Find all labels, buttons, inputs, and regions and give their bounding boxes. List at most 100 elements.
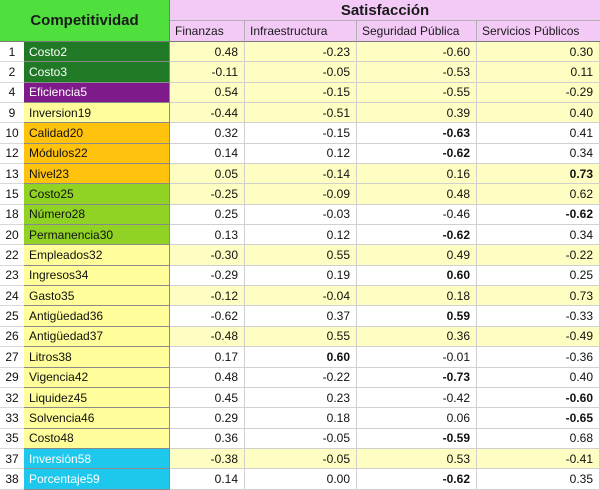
value-cell: 0.11: [477, 62, 600, 83]
table-row: 26 Antigüedad37 -0.48 0.55 0.36 -0.49: [0, 326, 600, 348]
value-cell: -0.11: [170, 62, 245, 83]
value-cell: 0.17: [170, 347, 245, 368]
row-number: 35: [0, 428, 24, 449]
value-cell: 0.23: [245, 387, 357, 409]
value-cell: 0.73: [477, 164, 600, 185]
value-cell: -0.62: [477, 204, 600, 226]
value-cell: -0.42: [357, 387, 477, 409]
row-label: Costo2: [24, 42, 170, 63]
value-cell: 0.45: [170, 387, 245, 409]
row-label: Costo3: [24, 62, 170, 83]
row-label: Antigüedad37: [24, 326, 170, 348]
value-cell: -0.05: [245, 62, 357, 83]
table-body: 1 Costo2 0.48 -0.23 -0.60 0.30 2 Costo3 -0.11 -0.…: [0, 42, 600, 490]
row-number: 20: [0, 225, 24, 246]
value-cell: 0.49: [357, 245, 477, 266]
table-row: 15 Costo25 -0.25 -0.09 0.48 0.62: [0, 184, 600, 205]
value-cell: -0.04: [245, 286, 357, 307]
value-cell: -0.22: [245, 367, 357, 388]
value-cell: -0.49: [477, 326, 600, 348]
value-cell: 0.14: [170, 469, 245, 490]
satisfaccion-header: Satisfacción: [170, 0, 600, 21]
value-cell: 0.59: [357, 306, 477, 327]
row-number: 26: [0, 326, 24, 348]
row-number: 13: [0, 164, 24, 185]
row-number: 27: [0, 347, 24, 368]
column-header-servicios-publicos: Servicios Públicos: [477, 21, 600, 42]
value-cell: 0.36: [357, 326, 477, 348]
value-cell: -0.23: [245, 42, 357, 63]
table-row: 37 Inversión58 -0.38 -0.05 0.53 -0.41: [0, 448, 600, 470]
column-header-infraestructura: Infraestructura: [245, 21, 357, 42]
value-cell: 0.12: [245, 225, 357, 246]
value-cell: 0.25: [477, 265, 600, 287]
value-cell: 0.30: [477, 42, 600, 63]
row-label: Módulos22: [24, 143, 170, 165]
value-cell: -0.63: [357, 123, 477, 144]
table-row: 1 Costo2 0.48 -0.23 -0.60 0.30: [0, 42, 600, 63]
value-cell: 0.13: [170, 225, 245, 246]
value-cell: 0.62: [477, 184, 600, 205]
table-row: 32 Liquidez45 0.45 0.23 -0.42 -0.60: [0, 387, 600, 409]
value-cell: 0.05: [170, 164, 245, 185]
row-number: 29: [0, 367, 24, 388]
value-cell: -0.12: [170, 286, 245, 307]
value-cell: 0.68: [477, 428, 600, 449]
value-cell: -0.46: [357, 204, 477, 226]
value-cell: 0.41: [477, 123, 600, 144]
value-cell: 0.34: [477, 143, 600, 165]
value-cell: 0.19: [245, 265, 357, 287]
table-row: 2 Costo3 -0.11 -0.05 -0.53 0.11: [0, 62, 600, 83]
value-cell: -0.60: [357, 42, 477, 63]
value-cell: -0.38: [170, 448, 245, 470]
value-cell: -0.55: [357, 82, 477, 104]
competitividad-header: Competitividad: [0, 0, 170, 42]
table-row: 27 Litros38 0.17 0.60 -0.01 -0.36: [0, 347, 600, 368]
value-cell: 0.53: [357, 448, 477, 470]
value-cell: -0.48: [170, 326, 245, 348]
row-label: Costo48: [24, 428, 170, 449]
row-number: 37: [0, 448, 24, 470]
table-row: 25 Antigüedad36 -0.62 0.37 0.59 -0.33: [0, 306, 600, 327]
row-label: Vigencia42: [24, 367, 170, 388]
value-cell: 0.48: [170, 42, 245, 63]
value-cell: -0.41: [477, 448, 600, 470]
row-number: 38: [0, 469, 24, 490]
value-cell: -0.36: [477, 347, 600, 368]
value-cell: -0.15: [245, 123, 357, 144]
value-cell: -0.22: [477, 245, 600, 266]
value-cell: -0.62: [170, 306, 245, 327]
value-cell: 0.48: [357, 184, 477, 205]
value-cell: -0.62: [357, 469, 477, 490]
table-row: 23 Ingresos34 -0.29 0.19 0.60 0.25: [0, 265, 600, 287]
table-row: 9 Inversion19 -0.44 -0.51 0.39 0.40: [0, 103, 600, 124]
value-cell: 0.73: [477, 286, 600, 307]
value-cell: 0.00: [245, 469, 357, 490]
value-cell: 0.14: [170, 143, 245, 165]
row-label: Inversion19: [24, 103, 170, 124]
row-label: Litros38: [24, 347, 170, 368]
value-cell: 0.60: [245, 347, 357, 368]
row-number: 15: [0, 184, 24, 205]
value-cell: 0.35: [477, 469, 600, 490]
value-cell: 0.37: [245, 306, 357, 327]
row-label: Solvencia46: [24, 408, 170, 429]
table-row: 33 Solvencia46 0.29 0.18 0.06 -0.65: [0, 408, 600, 429]
row-label: Costo25: [24, 184, 170, 205]
value-cell: -0.14: [245, 164, 357, 185]
row-label: Ingresos34: [24, 265, 170, 287]
row-number: 32: [0, 387, 24, 409]
row-number: 33: [0, 408, 24, 429]
row-number: 2: [0, 62, 24, 83]
value-cell: 0.32: [170, 123, 245, 144]
row-number: 22: [0, 245, 24, 266]
value-cell: -0.09: [245, 184, 357, 205]
value-cell: -0.44: [170, 103, 245, 124]
row-label: Porcentaje59: [24, 469, 170, 490]
table-row: 29 Vigencia42 0.48 -0.22 -0.73 0.40: [0, 367, 600, 388]
table-row: 12 Módulos22 0.14 0.12 -0.62 0.34: [0, 143, 600, 165]
row-label: Liquidez45: [24, 387, 170, 409]
table-row: 35 Costo48 0.36 -0.05 -0.59 0.68: [0, 428, 600, 449]
row-label: Empleados32: [24, 245, 170, 266]
row-number: 12: [0, 143, 24, 165]
